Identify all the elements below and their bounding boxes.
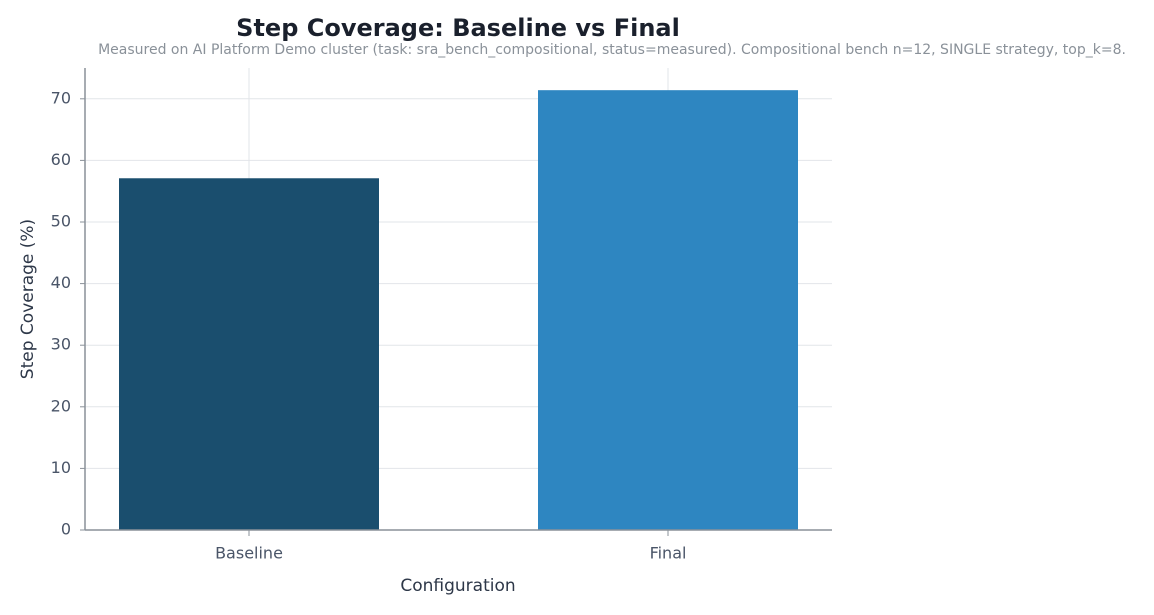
x-tick-label: Final bbox=[650, 544, 687, 563]
y-tick-label: 70 bbox=[51, 88, 71, 107]
y-axis-label: Step Coverage (%) bbox=[18, 219, 38, 379]
y-tick-label: 50 bbox=[51, 212, 71, 231]
chart-title: Step Coverage: Baseline vs Final bbox=[236, 14, 680, 42]
y-tick-label: 20 bbox=[51, 396, 71, 415]
y-tick-label: 40 bbox=[51, 273, 71, 292]
bar bbox=[119, 178, 379, 530]
y-tick-label: 30 bbox=[51, 335, 71, 354]
y-tick-label: 10 bbox=[51, 458, 71, 477]
bar bbox=[538, 90, 798, 531]
y-tick-label: 60 bbox=[51, 150, 71, 169]
chart-subtitle: Measured on AI Platform Demo cluster (ta… bbox=[98, 42, 1126, 58]
x-tick-label: Baseline bbox=[215, 544, 283, 563]
y-tick-label: 0 bbox=[61, 520, 71, 539]
x-axis-label: Configuration bbox=[400, 576, 515, 596]
